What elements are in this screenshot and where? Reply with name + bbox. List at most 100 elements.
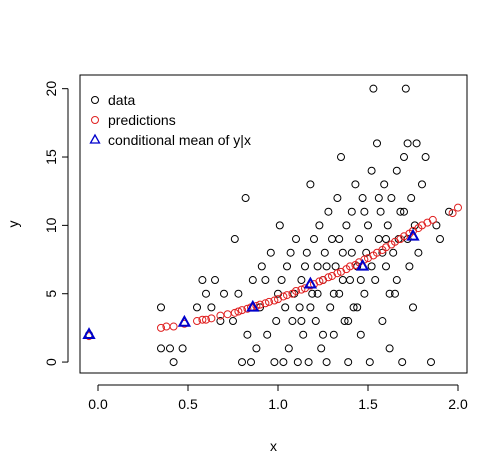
data-point bbox=[329, 289, 338, 298]
data-point bbox=[392, 166, 401, 175]
data-point bbox=[376, 207, 385, 216]
y-axis-title: y bbox=[5, 221, 21, 228]
data-point bbox=[398, 358, 407, 367]
data-point bbox=[380, 180, 389, 189]
data-point bbox=[292, 235, 300, 244]
data-point bbox=[427, 358, 435, 367]
y-tick-label: 10 bbox=[43, 217, 59, 233]
legend-label-conditional-mean: conditional mean of y|x bbox=[108, 132, 251, 148]
data-point bbox=[347, 248, 356, 257]
prediction-point bbox=[279, 292, 288, 301]
data-point bbox=[283, 262, 291, 271]
data-point bbox=[403, 139, 412, 148]
x-tick-label: 1.5 bbox=[358, 396, 378, 412]
prediction-point bbox=[243, 304, 252, 313]
data-point bbox=[288, 317, 297, 326]
data-point bbox=[252, 344, 261, 353]
data-point bbox=[351, 180, 360, 189]
data-point bbox=[342, 221, 351, 230]
data-point bbox=[299, 330, 308, 339]
prediction-point bbox=[283, 291, 291, 300]
data-point bbox=[202, 289, 210, 298]
data-point bbox=[414, 248, 423, 257]
prediction-point bbox=[333, 269, 342, 278]
data-point bbox=[229, 317, 237, 326]
data-point bbox=[317, 344, 326, 353]
x-tick-label: 0.0 bbox=[88, 396, 108, 412]
prediction-point bbox=[292, 286, 300, 295]
data-point bbox=[230, 235, 239, 244]
data-point bbox=[385, 289, 394, 298]
data-point bbox=[421, 153, 430, 162]
data-point bbox=[322, 358, 331, 367]
data-point bbox=[216, 317, 225, 326]
data-point bbox=[445, 207, 453, 216]
prediction-point bbox=[230, 308, 239, 317]
legend-marker-data bbox=[91, 96, 99, 104]
data-point bbox=[344, 317, 353, 326]
plot-frame bbox=[79, 74, 468, 374]
legend-marker-conditional-mean bbox=[89, 133, 101, 144]
x-axis-title: x bbox=[270, 438, 277, 454]
data-point bbox=[356, 276, 365, 285]
data-point bbox=[382, 262, 390, 271]
x-tick-label: 2.0 bbox=[448, 396, 468, 412]
data-point bbox=[313, 289, 322, 298]
data-point bbox=[369, 84, 378, 93]
data-points-layer bbox=[82, 84, 462, 367]
legend-item-conditional-mean: conditional mean of y|x bbox=[89, 132, 251, 148]
legend-marker-predictions bbox=[91, 116, 99, 124]
prediction-point bbox=[428, 215, 437, 224]
data-point bbox=[400, 153, 408, 162]
data-point bbox=[392, 276, 401, 285]
data-point bbox=[407, 194, 416, 203]
data-point bbox=[310, 235, 318, 244]
data-point bbox=[297, 317, 306, 326]
data-point bbox=[304, 358, 313, 367]
data-point bbox=[360, 289, 369, 298]
data-point bbox=[324, 207, 333, 216]
data-point bbox=[270, 358, 279, 367]
data-point bbox=[266, 248, 275, 257]
y-axis: 0 5 10 15 20 bbox=[43, 81, 69, 366]
data-point bbox=[257, 262, 266, 271]
data-point bbox=[234, 289, 243, 298]
prediction-point bbox=[169, 322, 178, 331]
legend-item-predictions: predictions bbox=[91, 112, 176, 128]
data-point bbox=[335, 289, 344, 298]
prediction-point bbox=[448, 209, 457, 218]
data-point bbox=[306, 180, 315, 189]
data-point bbox=[374, 194, 383, 203]
prediction-point bbox=[256, 300, 264, 309]
data-point bbox=[387, 194, 396, 203]
data-point bbox=[400, 207, 408, 216]
data-point bbox=[261, 276, 270, 285]
data-point bbox=[157, 303, 165, 312]
prediction-point bbox=[454, 203, 462, 212]
data-point bbox=[333, 194, 342, 203]
data-point bbox=[373, 139, 381, 148]
data-point bbox=[412, 139, 421, 148]
prediction-point bbox=[315, 277, 324, 286]
conditional-mean-point bbox=[355, 258, 370, 271]
prediction-point bbox=[270, 296, 279, 305]
data-point bbox=[207, 303, 216, 312]
data-point bbox=[360, 207, 369, 216]
data-point bbox=[337, 153, 345, 162]
data-point bbox=[335, 235, 344, 244]
data-point bbox=[385, 344, 394, 353]
data-point bbox=[306, 303, 315, 312]
conditional-mean-point bbox=[177, 314, 192, 327]
data-point bbox=[405, 262, 414, 271]
x-tick-label: 0.5 bbox=[178, 396, 198, 412]
data-point bbox=[340, 317, 349, 326]
prediction-point bbox=[207, 314, 216, 323]
prediction-point bbox=[346, 262, 354, 271]
data-point bbox=[243, 330, 252, 339]
prediction-point bbox=[202, 315, 210, 324]
x-axis: 0.0 0.5 1.0 1.5 2.0 bbox=[88, 384, 468, 412]
prediction-point bbox=[193, 317, 201, 326]
data-point bbox=[367, 262, 376, 271]
